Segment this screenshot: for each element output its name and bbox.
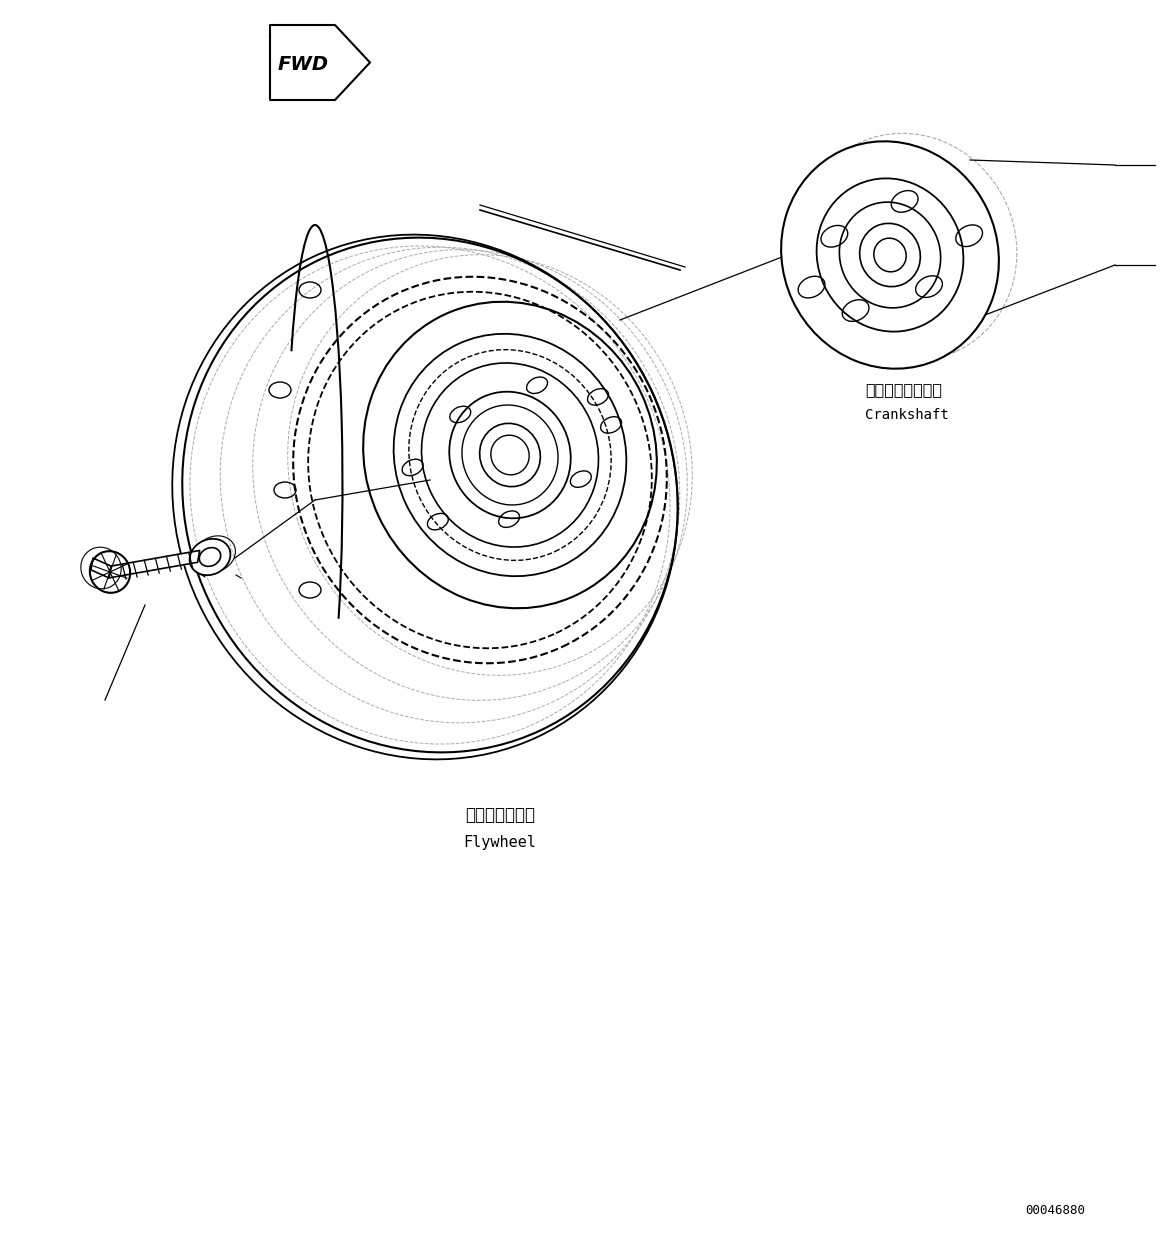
Text: Flywheel: Flywheel [464, 835, 536, 850]
Ellipse shape [782, 141, 999, 369]
Polygon shape [109, 550, 200, 578]
Ellipse shape [190, 539, 230, 575]
Text: フライホイール: フライホイール [465, 807, 535, 824]
Text: FWD: FWD [278, 54, 329, 74]
Text: Crankshaft: Crankshaft [865, 408, 949, 422]
Polygon shape [91, 558, 110, 578]
Polygon shape [270, 25, 370, 100]
Text: 00046880: 00046880 [1025, 1204, 1085, 1216]
Text: クランクシャフト: クランクシャフト [865, 382, 942, 397]
